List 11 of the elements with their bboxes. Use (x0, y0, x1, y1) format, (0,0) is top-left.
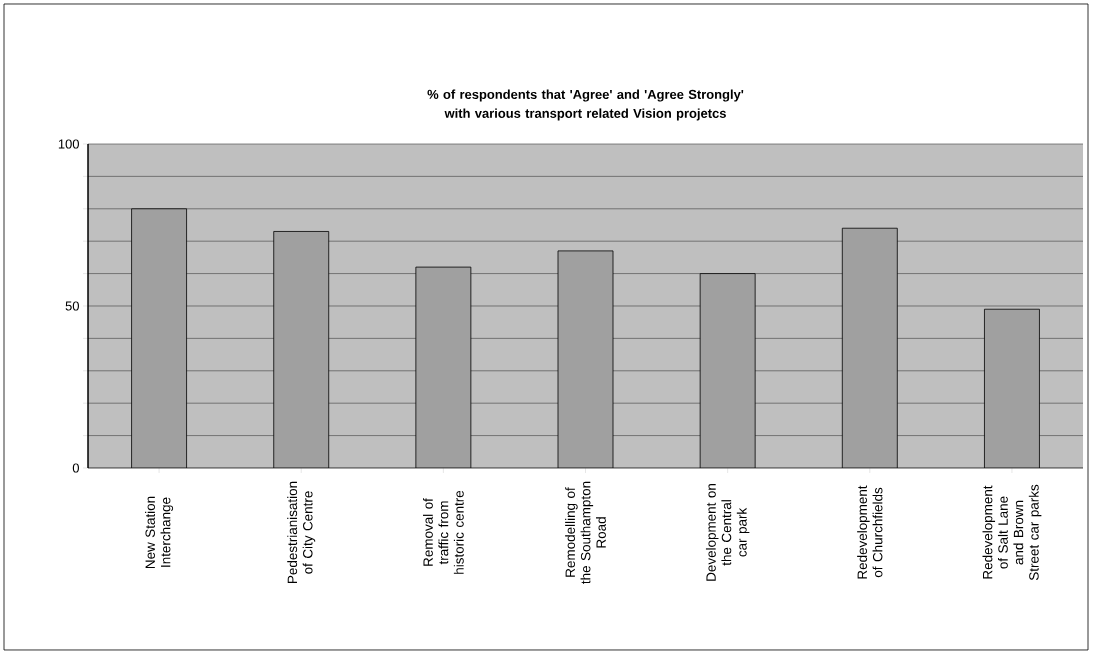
x-tick-label: New Station Interchange (145, 496, 174, 569)
x-tick-label: Pedestrianisation of City Centre (287, 481, 316, 583)
y-tick-label: 50 (65, 301, 79, 311)
x-tick-label: Development on the Central car park (705, 484, 750, 581)
x-tick-label: Redevelopment of Churchfields (857, 485, 883, 579)
x-tick-label: Remodelling of the Southampton Road (565, 481, 606, 584)
x-tick-label: Redevelopment of Salt Lane and Brown Street car parks (982, 484, 1042, 581)
chart-title: % of respondents that 'Agree' and 'Agree Strongly' with various transport related Vision projetcs (427, 89, 744, 121)
x-tick-label: Removal of traffic from historic centre (422, 490, 464, 574)
y-tick-label: 100 (58, 139, 79, 149)
y-tick-label: 0 (72, 463, 79, 473)
